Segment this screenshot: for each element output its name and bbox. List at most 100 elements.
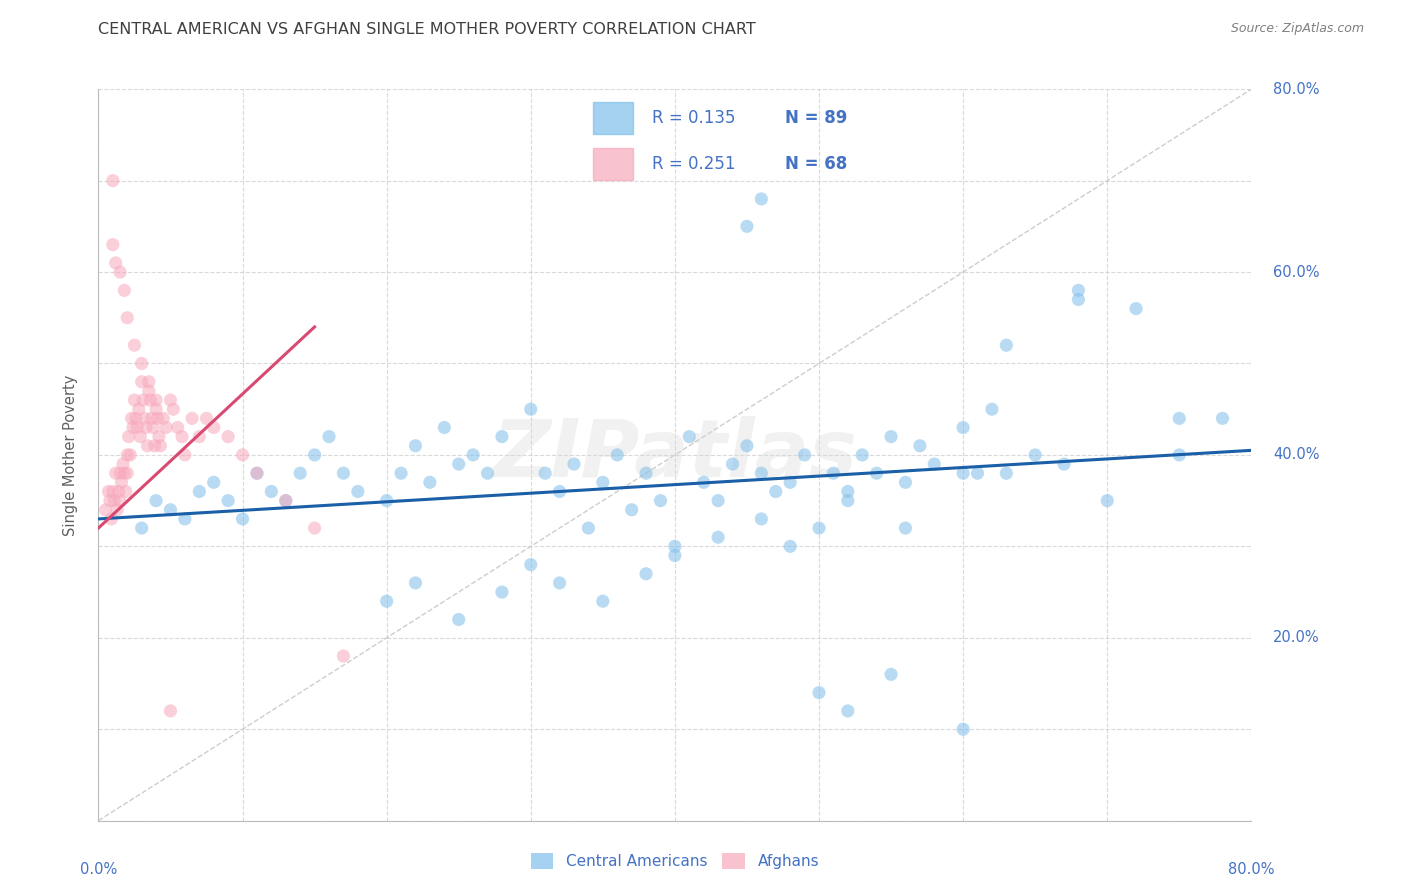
Point [447, 457, 470, 471]
Point [332, 466, 354, 480]
Point [145, 392, 167, 407]
Point [231, 448, 254, 462]
Point [121, 411, 143, 425]
Point [131, 375, 153, 389]
Bar [593, 102, 633, 134]
Point [246, 466, 269, 480]
Point [136, 439, 159, 453]
Point [120, 448, 142, 462]
Point [1212, 411, 1234, 425]
Point [159, 704, 181, 718]
Point [894, 475, 917, 490]
Point [142, 420, 165, 434]
Point [110, 475, 132, 490]
Point [155, 420, 177, 434]
Point [104, 466, 127, 480]
Point [491, 430, 513, 444]
Point [122, 420, 145, 434]
Point [117, 448, 138, 462]
Point [823, 466, 845, 480]
Point [807, 685, 830, 699]
Point [118, 430, 141, 444]
Point [101, 174, 124, 188]
Point [405, 439, 427, 453]
Point [134, 411, 156, 425]
Point [117, 466, 138, 480]
Point [562, 457, 585, 471]
Point [636, 466, 658, 480]
Point [491, 585, 513, 599]
Point [132, 392, 155, 407]
Point [1053, 457, 1076, 471]
Point [105, 502, 128, 516]
Point [94, 502, 117, 516]
Point [146, 411, 169, 425]
Point [707, 530, 730, 544]
Point [765, 484, 787, 499]
Text: 20.0%: 20.0% [1272, 631, 1320, 645]
Point [995, 338, 1018, 352]
Point [1097, 493, 1119, 508]
Point [145, 493, 167, 508]
Point [108, 265, 131, 279]
Point [332, 649, 354, 664]
Point [578, 521, 600, 535]
Point [217, 493, 239, 508]
Point [908, 439, 931, 453]
Point [461, 448, 484, 462]
Point [606, 448, 628, 462]
Point [793, 448, 815, 462]
Point [520, 558, 543, 572]
Point [981, 402, 1004, 417]
Point [145, 402, 167, 417]
Point [693, 475, 716, 490]
Point [866, 466, 889, 480]
Point [1024, 448, 1046, 462]
Point [188, 484, 211, 499]
Point [447, 613, 470, 627]
Text: R = 0.135: R = 0.135 [651, 109, 735, 127]
Point [952, 420, 974, 434]
Point [477, 466, 499, 480]
Point [202, 475, 225, 490]
Point [101, 484, 124, 499]
Point [148, 430, 170, 444]
Point [995, 466, 1018, 480]
Point [1168, 411, 1191, 425]
Point [159, 502, 181, 516]
Point [138, 375, 160, 389]
Point [98, 493, 121, 508]
Point [101, 237, 124, 252]
Point [127, 420, 149, 434]
Point [114, 484, 136, 499]
Point [880, 430, 903, 444]
Point [1067, 284, 1090, 298]
Point [111, 457, 134, 471]
Point [304, 448, 326, 462]
Point [433, 420, 456, 434]
Text: Source: ZipAtlas.com: Source: ZipAtlas.com [1230, 22, 1364, 36]
Point [217, 430, 239, 444]
Point [751, 192, 773, 206]
Point [837, 704, 859, 718]
Text: CENTRAL AMERICAN VS AFGHAN SINGLE MOTHER POVERTY CORRELATION CHART: CENTRAL AMERICAN VS AFGHAN SINGLE MOTHER… [98, 22, 756, 37]
Point [779, 539, 801, 553]
Point [548, 576, 571, 591]
Point [231, 512, 254, 526]
Text: ZIPatlas: ZIPatlas [492, 416, 858, 494]
Point [246, 466, 269, 480]
Point [174, 512, 197, 526]
Point [170, 430, 193, 444]
Point [405, 576, 427, 591]
Point [260, 484, 283, 499]
Point [103, 493, 125, 508]
Point [129, 430, 152, 444]
Text: 40.0%: 40.0% [1272, 448, 1319, 462]
Text: N = 68: N = 68 [785, 155, 846, 173]
Point [620, 502, 643, 516]
Point [112, 466, 135, 480]
Point [141, 411, 163, 425]
Y-axis label: Single Mother Poverty: Single Mother Poverty [63, 375, 77, 535]
Point [548, 484, 571, 499]
Point [108, 493, 131, 508]
